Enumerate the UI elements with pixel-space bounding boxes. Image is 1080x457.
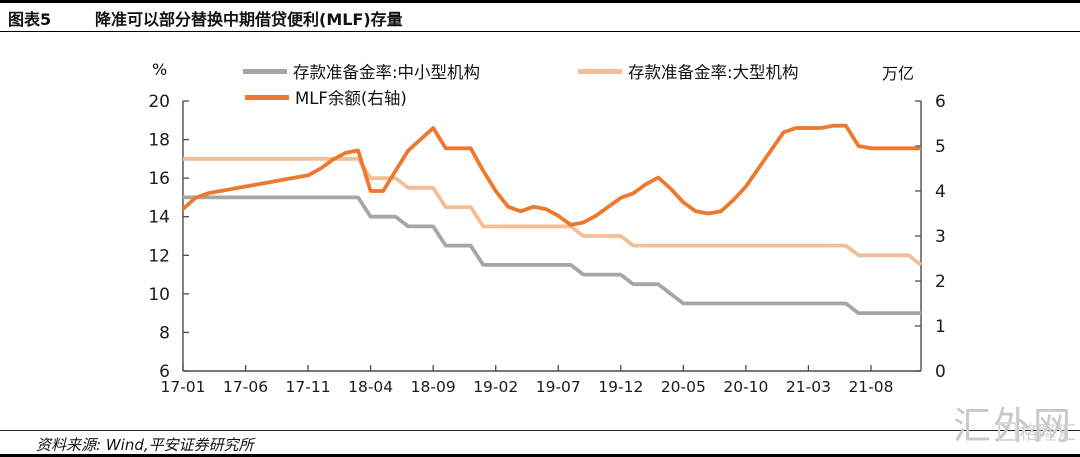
- y-right-tick-label: 3: [935, 227, 946, 247]
- bottom-border: [0, 454, 1080, 457]
- watermark-sub: 格隆汇: [998, 418, 1076, 445]
- legend-label: 存款准备金率:大型机构: [628, 63, 799, 82]
- x-tick-label: 21-08: [848, 378, 893, 396]
- figure-number: 图表5: [8, 10, 52, 29]
- legend-swatch-light-orange: [578, 68, 622, 74]
- y-left-tick-label: 16: [148, 169, 170, 189]
- x-tick-label: 18-09: [411, 378, 456, 396]
- legend-item-rrr-large: 存款准备金率:大型机构: [578, 60, 799, 82]
- legend-label: 存款准备金率:中小型机构: [293, 63, 481, 82]
- series-line-mlf-balance: [181, 123, 921, 227]
- x-tick-label: 19-07: [536, 378, 581, 396]
- y-right-tick-label: 4: [935, 182, 946, 202]
- y-left-tick-label: 10: [148, 285, 170, 305]
- header-divider: [0, 31, 1080, 32]
- x-tick-label: 17-01: [160, 378, 205, 396]
- footer-divider: [0, 430, 1080, 431]
- legend-item-rrr-small-medium: 存款准备金率:中小型机构: [243, 60, 480, 82]
- x-tick-label: 19-02: [473, 378, 518, 396]
- x-tick-label: 17-06: [223, 378, 268, 396]
- legend-label: MLF余额(右轴): [295, 89, 407, 108]
- y-right-tick-label: 0: [935, 362, 946, 382]
- legend-item-mlf: MLF余额(右轴): [245, 86, 407, 108]
- series-line-rrr-large: [183, 156, 923, 267]
- y-right-tick-label: 2: [935, 272, 946, 292]
- source-note: 资料来源: Wind,平安证券研究所: [36, 436, 254, 454]
- top-border: [0, 0, 1080, 3]
- watermark-logo-icon: [998, 422, 1017, 441]
- figure-title: 降准可以部分替换中期借贷便利(MLF)存量: [95, 10, 403, 29]
- y-left-tick-label: 12: [148, 246, 170, 266]
- right-axis-unit: 万亿: [882, 64, 915, 83]
- series-line-rrr-small-medium: [183, 195, 921, 316]
- x-tick-label: 20-05: [661, 378, 706, 396]
- x-tick-label: 20-10: [723, 378, 768, 396]
- y-right-tick-label: 1: [935, 317, 946, 337]
- left-axis-unit: %: [152, 60, 168, 79]
- x-tick-label: 21-03: [786, 378, 831, 396]
- x-tick-label: 19-12: [598, 378, 643, 396]
- y-left-tick-label: 18: [148, 131, 170, 151]
- x-tick-label: 17-11: [286, 378, 331, 396]
- watermark-sub-text: 格隆汇: [1019, 422, 1077, 444]
- x-tick-label: 18-04: [348, 378, 393, 396]
- y-right-tick-label: 6: [935, 92, 946, 112]
- legend-swatch-orange: [245, 94, 289, 100]
- y-left-tick-label: 6: [159, 362, 170, 382]
- y-left-tick-label: 8: [159, 323, 170, 343]
- legend-swatch-gray: [243, 68, 287, 74]
- figure-header: 图表5 降准可以部分替换中期借贷便利(MLF)存量: [0, 6, 1080, 30]
- y-left-tick-label: 20: [148, 92, 170, 112]
- y-left-tick-label: 14: [148, 208, 170, 228]
- y-right-tick-label: 5: [935, 137, 946, 157]
